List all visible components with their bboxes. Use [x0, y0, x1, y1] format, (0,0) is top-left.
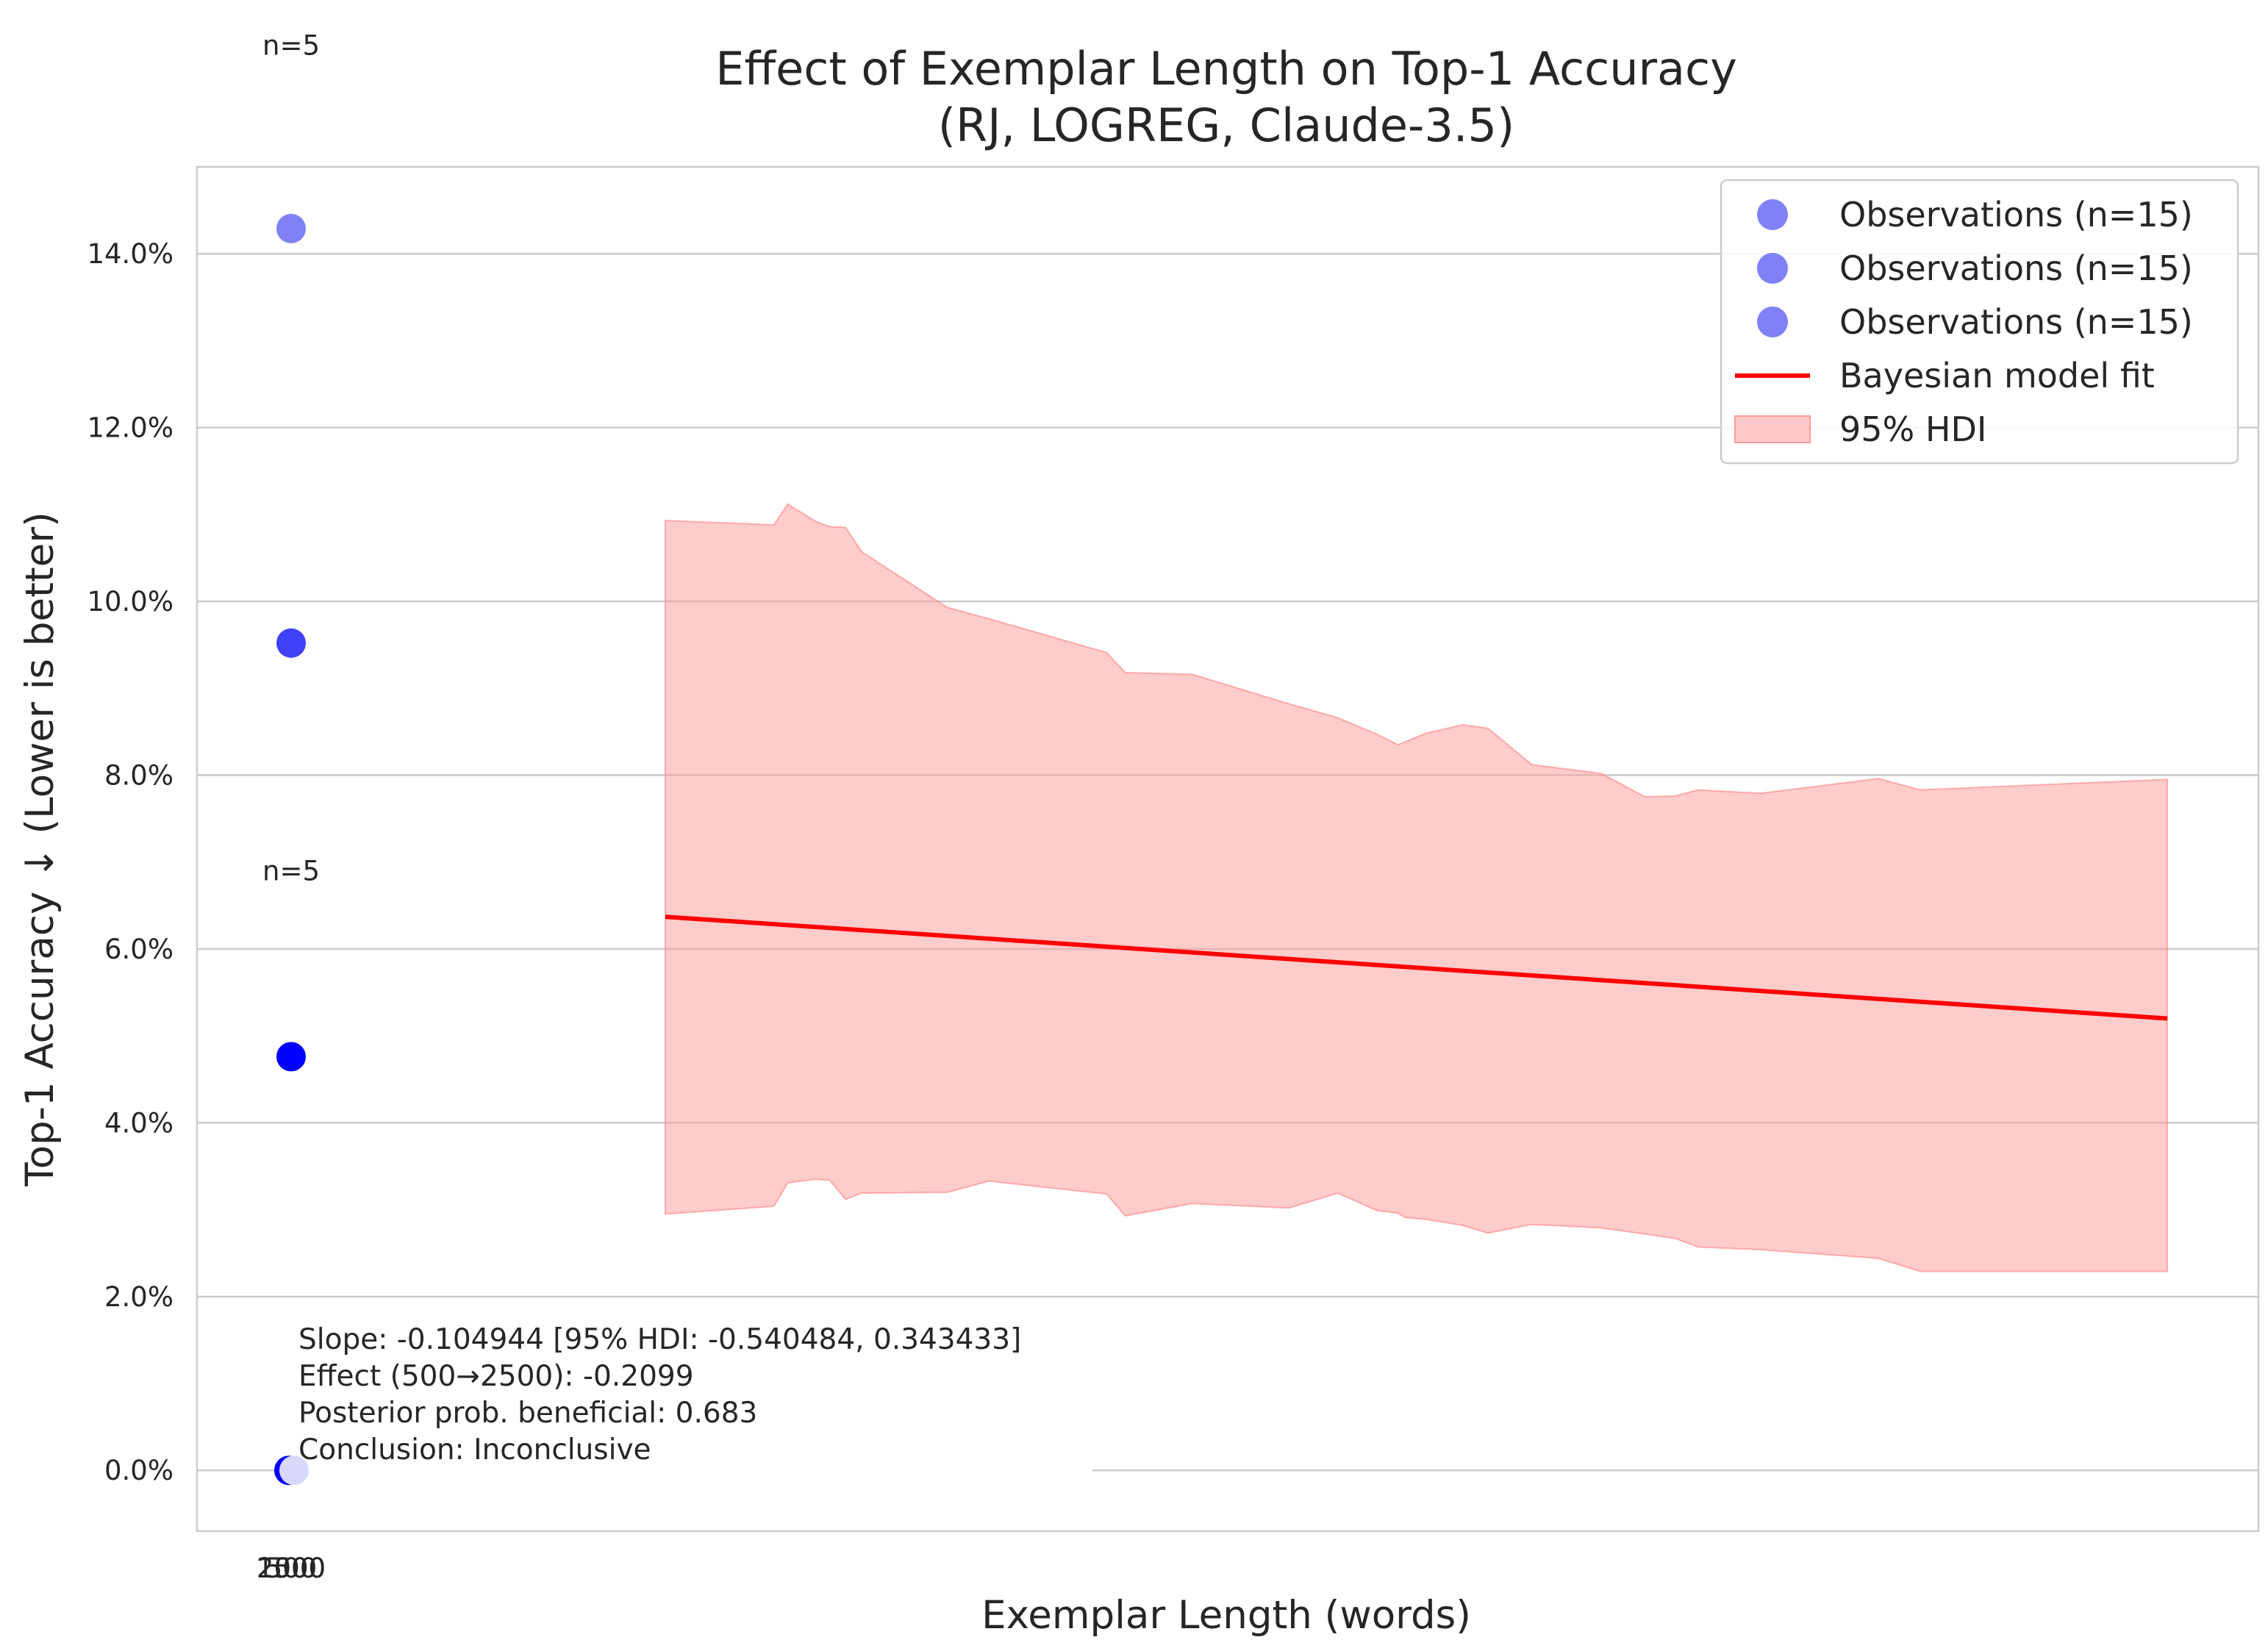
- annotation-posterior: Posterior prob. beneficial: 0.683: [298, 1397, 758, 1430]
- observation-point: [276, 628, 306, 658]
- x-tick-label: 500: [265, 1552, 318, 1584]
- plot-area-frame: [196, 165, 2260, 1533]
- annotation-conclusion: Conclusion: Inconclusive: [298, 1433, 651, 1466]
- legend-marker: [1757, 307, 1788, 337]
- y-tick-label: 14.0%: [87, 238, 174, 270]
- legend-label: Observations (n=15): [1839, 195, 2193, 234]
- legend-label: Bayesian model fit: [1839, 356, 2155, 395]
- observation-point: [276, 213, 306, 243]
- y-axis-ticks: 0.0% 2.0% 4.0% 6.0% 8.0% 10.0% 12.0% 14.0%: [87, 238, 174, 1486]
- y-tick-label: 10.0%: [87, 586, 174, 617]
- annotation-slope: Slope: -0.104944 [95% HDI: -0.540484, 0.…: [298, 1323, 1022, 1356]
- count-label: n=5: [262, 856, 320, 887]
- legend-patch: [1734, 415, 1811, 443]
- chart-subtitle: (RJ, LOGREG, Claude-3.5): [938, 99, 1514, 152]
- y-tick-label: 4.0%: [104, 1107, 174, 1139]
- observation-points: [274, 213, 309, 1486]
- y-tick-label: 0.0%: [104, 1455, 174, 1486]
- x-tick-label: 2500: [257, 1552, 326, 1584]
- observation-point: [279, 1455, 309, 1486]
- hdi-band: [665, 503, 2168, 1272]
- annotation-background: [291, 1323, 1092, 1474]
- legend-items: Observations (n=15) Observations (n=15) Ob…: [1734, 195, 2193, 449]
- x-tick-label: 1000: [257, 1552, 326, 1584]
- x-axis-label: Exemplar Length (words): [981, 1593, 1471, 1638]
- observation-point: [276, 1042, 306, 1072]
- y-tick-label: 2.0%: [104, 1281, 174, 1313]
- y-axis-label: Top-1 Accuracy ↓ (Lower is better): [18, 512, 62, 1187]
- y-tick-label: 8.0%: [104, 760, 174, 792]
- legend: Observations (n=15) Observations (n=15) Ob…: [1720, 179, 2239, 465]
- model-fit-line: [665, 914, 2168, 1021]
- legend-marker: [1757, 253, 1788, 284]
- stats-annotation: Slope: -0.104944 [95% HDI: -0.540484, 0.…: [298, 1322, 1021, 1469]
- count-label: n=5: [262, 29, 320, 61]
- legend-label: 95% HDI: [1839, 409, 1986, 449]
- legend-label: Observations (n=15): [1839, 302, 2193, 342]
- count-labels: n=5 n=5: [262, 29, 320, 887]
- chart-title: Effect of Exemplar Length on Top-1 Accur…: [715, 42, 1737, 96]
- y-tick-label: 6.0%: [104, 934, 174, 965]
- legend-label: Observations (n=15): [1839, 248, 2193, 288]
- y-tick-label: 12.0%: [87, 412, 174, 444]
- legend-frame: [1720, 179, 2239, 465]
- annotation-effect: Effect (500→2500): -0.2099: [298, 1360, 694, 1393]
- legend-marker: [1757, 199, 1788, 230]
